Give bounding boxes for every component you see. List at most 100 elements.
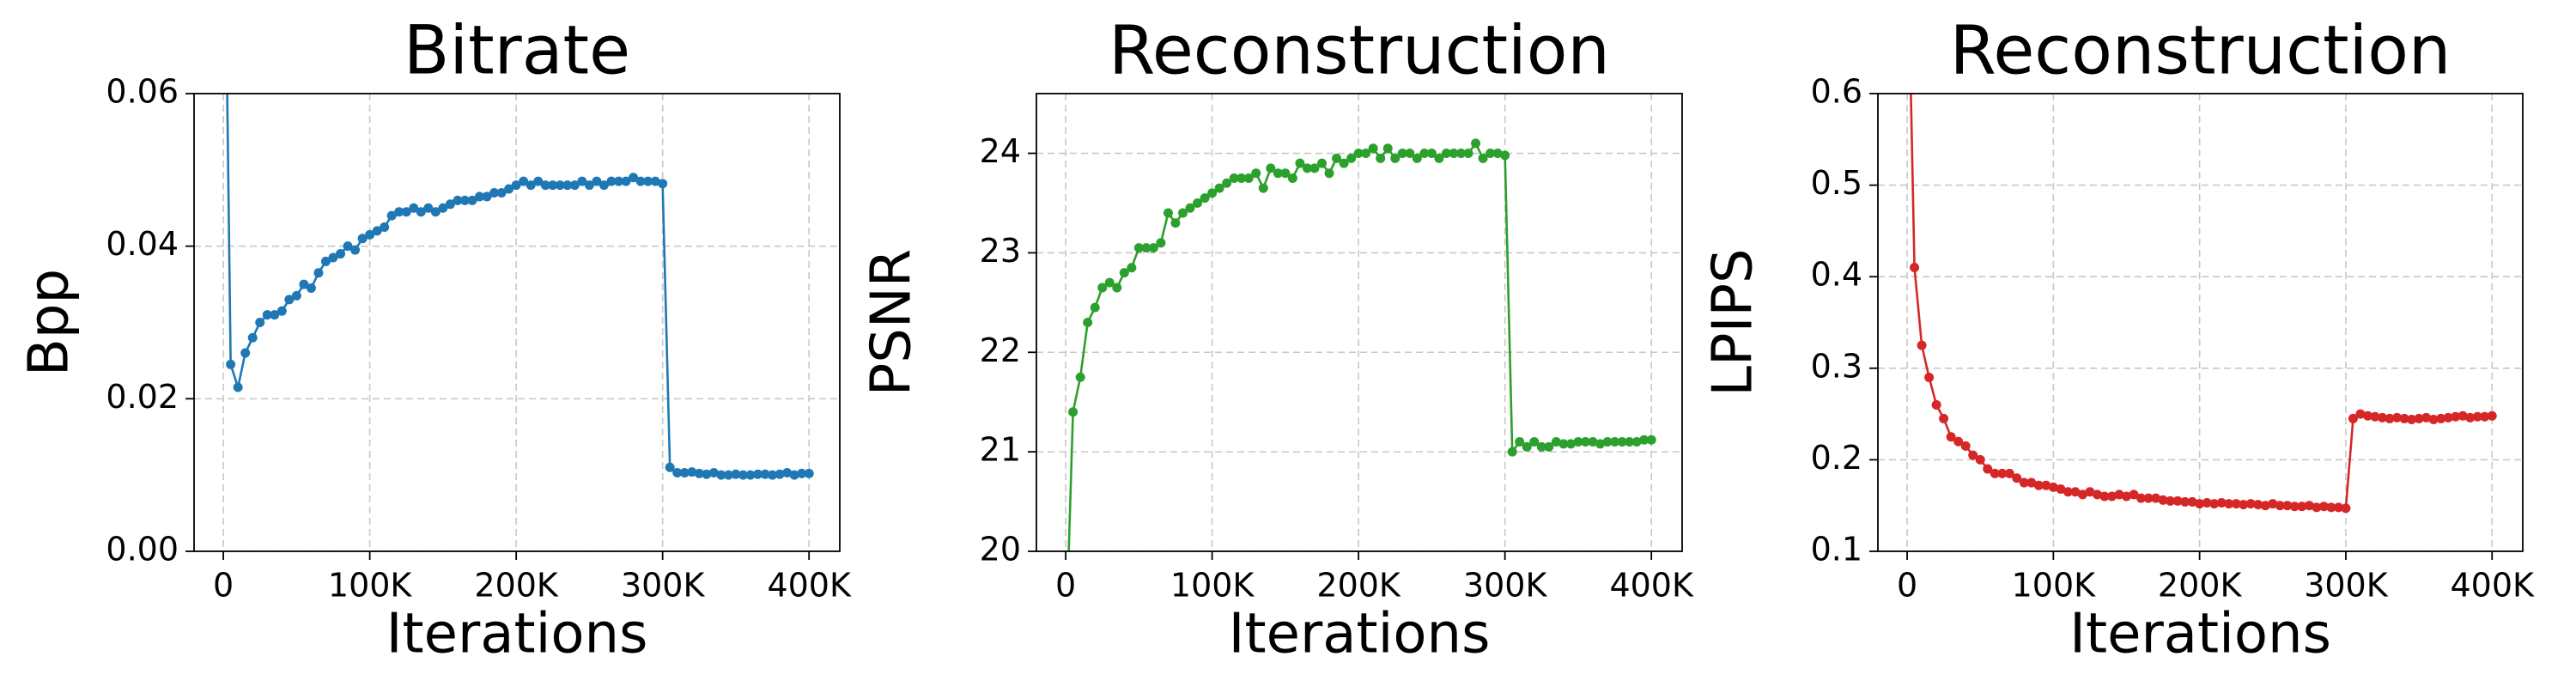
data-point	[2465, 412, 2476, 423]
data-point	[365, 229, 375, 240]
x-tick-label: 100K	[328, 567, 413, 605]
data-point	[1536, 441, 1546, 452]
data-point	[1090, 302, 1100, 313]
data-point	[453, 195, 463, 205]
data-point	[2378, 412, 2388, 423]
data-point	[614, 176, 624, 186]
data-point	[1207, 188, 1218, 198]
data-point	[343, 241, 353, 252]
y-tick-label: 0.04	[106, 225, 179, 263]
data-point	[1193, 198, 1203, 208]
data-point	[555, 180, 565, 191]
x-tick-label: 100K	[1170, 567, 1255, 605]
data-point	[665, 462, 675, 472]
chart-title: Reconstruction	[1109, 12, 1610, 89]
data-point	[1602, 437, 1613, 447]
data-point	[1939, 413, 1949, 423]
data-point	[2428, 414, 2439, 424]
data-point	[1617, 437, 1627, 447]
data-point	[386, 210, 397, 221]
data-point	[401, 207, 411, 217]
x-tick-label: 0	[213, 567, 234, 605]
data-point	[1361, 149, 1371, 159]
data-point	[2209, 499, 2220, 509]
data-point	[1295, 158, 1305, 168]
data-point	[2099, 491, 2110, 502]
data-point	[416, 207, 426, 217]
data-point	[687, 467, 697, 477]
data-point	[2070, 487, 2081, 497]
data-point	[598, 180, 609, 191]
data-point	[2355, 409, 2366, 419]
data-point	[1522, 441, 1532, 452]
data-point	[1353, 149, 1364, 159]
x-axis-label: Iterations	[386, 603, 648, 666]
data-point	[519, 176, 529, 186]
data-point	[1419, 149, 1430, 159]
data-point	[380, 222, 390, 232]
data-point	[753, 469, 763, 479]
data-point	[1412, 153, 1422, 163]
data-point	[2048, 482, 2058, 492]
data-point	[782, 468, 793, 478]
data-point	[306, 283, 316, 294]
data-point	[1061, 646, 1071, 655]
data-point	[2392, 412, 2403, 423]
data-point	[1133, 243, 1144, 253]
data-point	[702, 469, 712, 479]
data-point	[445, 199, 455, 210]
data-point	[430, 207, 440, 217]
data-point	[1339, 158, 1349, 168]
data-point	[2012, 473, 2022, 483]
data-point	[2260, 501, 2270, 511]
data-point	[2114, 489, 2124, 500]
data-point	[1558, 439, 1569, 449]
data-point	[804, 468, 814, 478]
data-point	[797, 468, 807, 478]
data-point	[1243, 173, 1254, 183]
x-tick-label: 200K	[2158, 567, 2243, 605]
data-point	[2033, 480, 2044, 490]
x-tick-label: 0	[1055, 567, 1076, 605]
data-point	[1573, 437, 1583, 447]
data-point	[1127, 263, 1137, 273]
data-point	[2245, 499, 2256, 509]
data-point	[1266, 163, 1276, 173]
y-tick-label: 23	[980, 232, 1021, 270]
data-point	[1946, 432, 1956, 442]
data-point	[1580, 437, 1590, 447]
data-point	[1975, 454, 1985, 465]
data-point	[1931, 399, 1941, 410]
data-point	[2312, 502, 2322, 513]
data-point	[467, 195, 477, 205]
data-point	[2253, 500, 2263, 510]
data-point	[233, 382, 243, 392]
y-tick-label: 0.5	[1811, 164, 1862, 202]
data-point	[284, 295, 295, 305]
data-point	[679, 468, 690, 478]
x-tick-label: 0	[1897, 567, 1917, 605]
data-point	[1390, 153, 1400, 163]
data-point	[276, 306, 287, 316]
y-tick-label: 0.00	[106, 531, 179, 568]
data-point	[1376, 153, 1386, 163]
data-point	[1953, 436, 1964, 447]
data-point	[1346, 153, 1357, 163]
data-point	[291, 290, 301, 301]
data-point	[1170, 218, 1181, 228]
data-point	[672, 468, 683, 478]
data-point	[1544, 441, 1554, 452]
data-point	[2172, 495, 2183, 506]
data-point	[320, 256, 331, 266]
data-point	[459, 195, 470, 205]
data-point	[2195, 499, 2205, 509]
x-tick-label: 300K	[1463, 567, 1548, 605]
data-point	[2472, 411, 2482, 422]
data-point	[2268, 499, 2278, 509]
data-point	[708, 468, 719, 478]
y-axis-label: Bpp	[18, 269, 82, 376]
data-point	[650, 176, 660, 186]
data-point	[1309, 163, 1320, 173]
data-point	[1529, 437, 1540, 447]
